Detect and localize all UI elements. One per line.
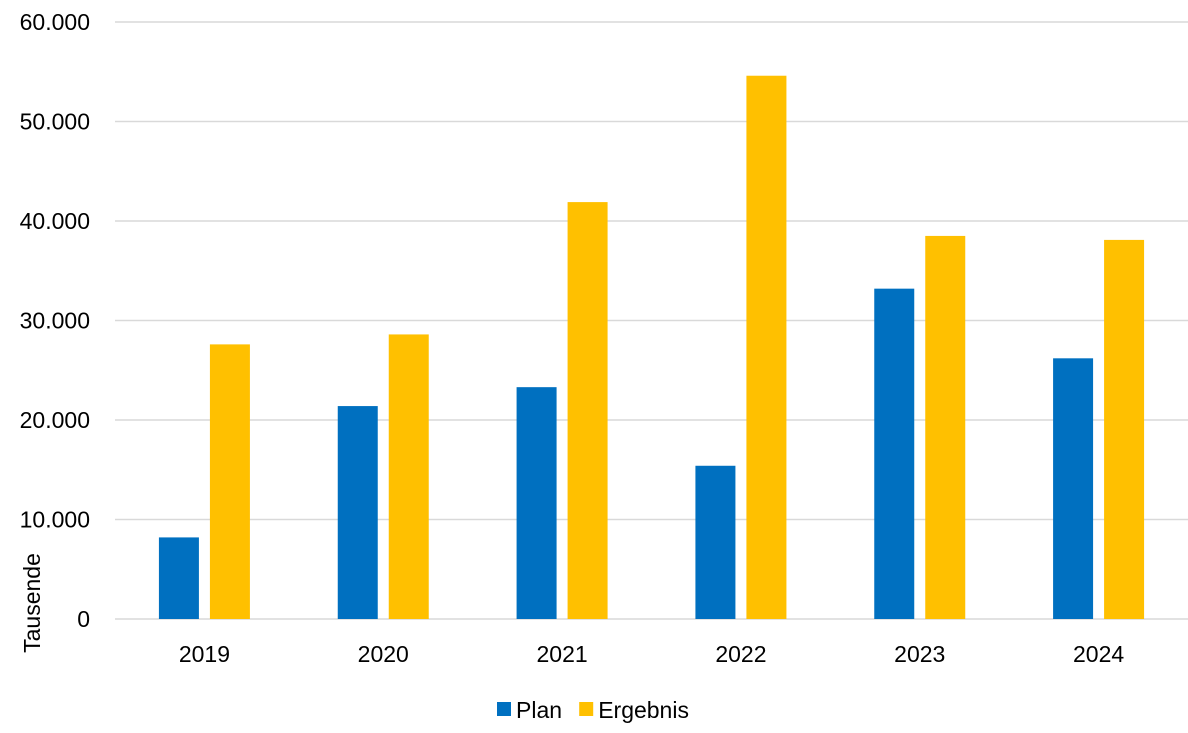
y-tick-label: 10.000 (20, 507, 90, 533)
bar-plan-2024 (1053, 358, 1094, 619)
x-tick-label: 2023 (894, 641, 945, 667)
x-tick-label: 2022 (715, 641, 766, 667)
x-tick-label: 2019 (179, 641, 230, 667)
legend-label-plan: Plan (516, 697, 562, 723)
legend-label-ergebnis: Ergebnis (598, 697, 689, 723)
bar-plan-2019 (158, 537, 199, 619)
bar-plan-2020 (337, 406, 378, 619)
y-tick-label: 0 (77, 606, 90, 632)
legend-swatch-ergebnis (579, 702, 594, 716)
x-tick-label: 2024 (1073, 641, 1124, 667)
bar-ergebnis-2019 (209, 344, 250, 619)
legend-swatch-plan (497, 702, 511, 716)
y-tick-label: 50.000 (20, 109, 90, 135)
bar-plan-2023 (874, 288, 915, 619)
y-tick-label: 60.000 (20, 9, 90, 35)
bars (158, 75, 1145, 620)
bar-ergebnis-2024 (1104, 239, 1145, 619)
y-tick-label: 20.000 (20, 407, 90, 433)
x-axis-ticks: 2019 2020 2021 2022 2023 2024 (179, 641, 1125, 667)
bar-plan-2021 (516, 387, 557, 619)
x-tick-label: 2021 (536, 641, 587, 667)
y-axis-label: Tausende (19, 553, 45, 653)
gridlines (115, 21, 1188, 620)
bar-ergebnis-2021 (567, 202, 608, 619)
legend: Plan Ergebnis (497, 697, 689, 723)
x-tick-label: 2020 (358, 641, 409, 667)
y-tick-label: 40.000 (20, 208, 90, 234)
y-axis-ticks: 0 10.000 20.000 30.000 40.000 50.000 60.000 (20, 9, 90, 632)
bar-ergebnis-2022 (746, 75, 787, 620)
y-tick-label: 30.000 (20, 308, 90, 334)
bar-ergebnis-2020 (388, 334, 429, 619)
bar-plan-2022 (695, 465, 736, 619)
bar-ergebnis-2023 (925, 235, 966, 620)
